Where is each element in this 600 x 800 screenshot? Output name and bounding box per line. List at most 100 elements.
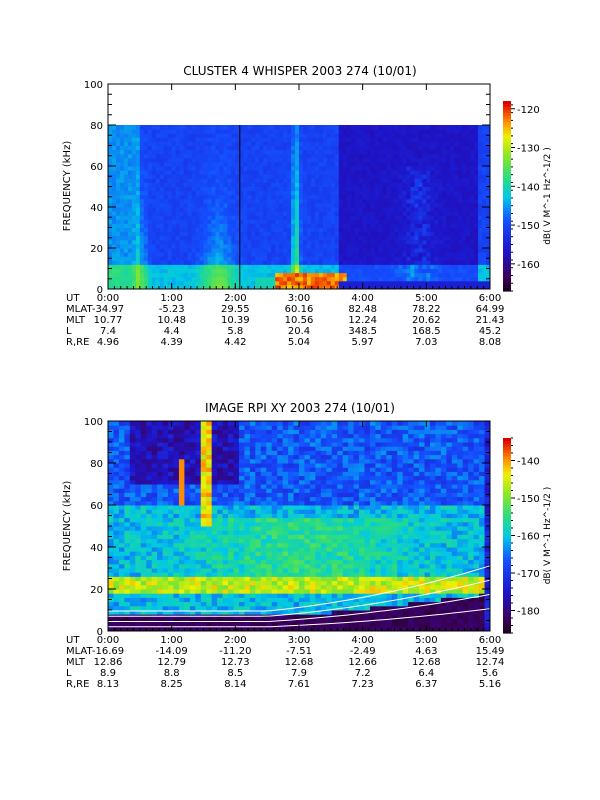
spectrogram-cell: [386, 186, 392, 192]
spectrogram-cell: [168, 542, 174, 548]
spectrogram-cell: [163, 153, 169, 159]
spectrogram-cell: [382, 207, 388, 212]
spectrogram-cell: [129, 429, 136, 435]
spectrogram-cell: [108, 129, 113, 134]
spectrogram-cell: [314, 125, 320, 130]
spectrogram-cell: [446, 129, 451, 134]
spectrogram-cell: [466, 276, 471, 282]
spectrogram-cell: [434, 248, 439, 253]
spectrogram-cell: [434, 231, 439, 237]
spectrogram-cell: [189, 605, 196, 611]
spectrogram-cell: [318, 239, 324, 245]
spectrogram-cell: [231, 186, 236, 192]
spectrogram-cell: [140, 484, 147, 489]
spectrogram-cell: [231, 256, 236, 261]
spectrogram-cell: [462, 215, 467, 220]
spectrogram-cell: [362, 239, 368, 245]
spectrogram-cell: [330, 166, 336, 171]
spectrogram-cell: [124, 425, 131, 430]
spectrogram-cell: [370, 141, 376, 146]
ephemeris-value: 1:00: [160, 293, 182, 304]
spectrogram-cell: [219, 170, 224, 175]
spectrogram-cell: [255, 141, 260, 146]
spectrogram-cell: [157, 530, 164, 535]
spectrogram-cell: [127, 194, 133, 200]
spectrogram-cell: [203, 276, 208, 282]
spectrogram-cell: [207, 256, 212, 261]
spectrogram-cell: [259, 239, 264, 245]
spectrogram-cell: [219, 223, 224, 228]
spectrogram-cell: [139, 137, 145, 142]
spectrogram-cell: [338, 239, 344, 245]
spectrogram-cell: [235, 219, 240, 224]
spectrogram-cell: [243, 219, 248, 224]
spectrogram-cell: [179, 157, 185, 163]
spectrogram-cell: [418, 149, 423, 155]
spectrogram-cell: [199, 235, 204, 241]
spectrogram-cell: [135, 280, 141, 286]
spectrogram-cell: [426, 235, 431, 241]
spectrogram-cell: [173, 593, 180, 598]
spectrogram-cell: [135, 284, 141, 290]
spectrogram-cell: [231, 157, 236, 163]
spectrogram-cell: [189, 492, 196, 498]
spectrogram-cell: [330, 215, 336, 220]
spectrogram-cell: [119, 207, 125, 212]
spectrogram-cell: [382, 149, 388, 155]
spectrogram-cell: [146, 509, 153, 514]
spectrogram-cell: [108, 467, 114, 472]
spectrogram-cell: [135, 141, 141, 146]
spectrogram-cell: [159, 153, 165, 159]
spectrogram-cell: [362, 264, 368, 269]
spectrogram-cell: [151, 141, 157, 146]
spectrogram-cell: [175, 170, 181, 175]
spectrogram-cell: [374, 211, 380, 216]
spectrogram-cell: [370, 161, 376, 167]
spectrogram-cell: [113, 458, 120, 464]
spectrogram-cell: [362, 280, 368, 286]
spectrogram-cell: [157, 559, 164, 565]
spectrogram-cell: [143, 182, 149, 187]
spectrogram-cell: [322, 219, 328, 224]
spectrogram-cell: [173, 454, 180, 460]
colorbar-segment: [503, 249, 511, 254]
spectrogram-cell: [346, 182, 352, 187]
spectrogram-cell: [358, 211, 364, 216]
spectrogram-cell: [168, 429, 174, 435]
spectrogram-cell: [486, 260, 491, 265]
spectrogram-cell: [390, 227, 395, 233]
spectrogram-cell: [235, 149, 240, 155]
spectrogram-cell: [200, 559, 207, 565]
spectrogram-cell: [151, 264, 157, 269]
spectrogram-cell: [135, 207, 141, 212]
spectrogram-cell: [418, 276, 423, 282]
spectrogram-cell: [259, 178, 264, 183]
spectrogram-cell: [147, 256, 153, 261]
spectrogram-cell: [398, 227, 403, 233]
spectrogram-cell: [422, 264, 427, 269]
spectrogram-cell: [168, 610, 174, 615]
spectrogram-cell: [189, 429, 196, 435]
spectrogram-cell: [275, 141, 280, 146]
spectrogram-cell: [486, 264, 491, 269]
spectrogram-cell: [406, 239, 411, 245]
spectrogram-cell: [157, 622, 164, 628]
spectrogram-cell: [235, 256, 240, 261]
spectrogram-cell: [211, 248, 216, 253]
spectrogram-cell: [310, 145, 316, 151]
spectrogram-cell: [195, 190, 201, 196]
spectrogram-cell: [129, 572, 136, 577]
spectrogram-cell: [231, 194, 236, 200]
spectrogram-cell: [470, 202, 475, 208]
spectrogram-cell: [458, 239, 463, 245]
spectrogram-cell: [140, 500, 147, 506]
spectrogram-cell: [167, 268, 173, 274]
spectrogram-cell: [113, 421, 120, 426]
spectrogram-cell: [183, 186, 189, 192]
spectrogram-cell: [283, 215, 288, 220]
spectrogram-cell: [151, 170, 157, 175]
spectrogram-cell: [111, 215, 117, 220]
spectrogram-cell: [195, 454, 202, 460]
spectrogram-cell: [458, 174, 463, 179]
